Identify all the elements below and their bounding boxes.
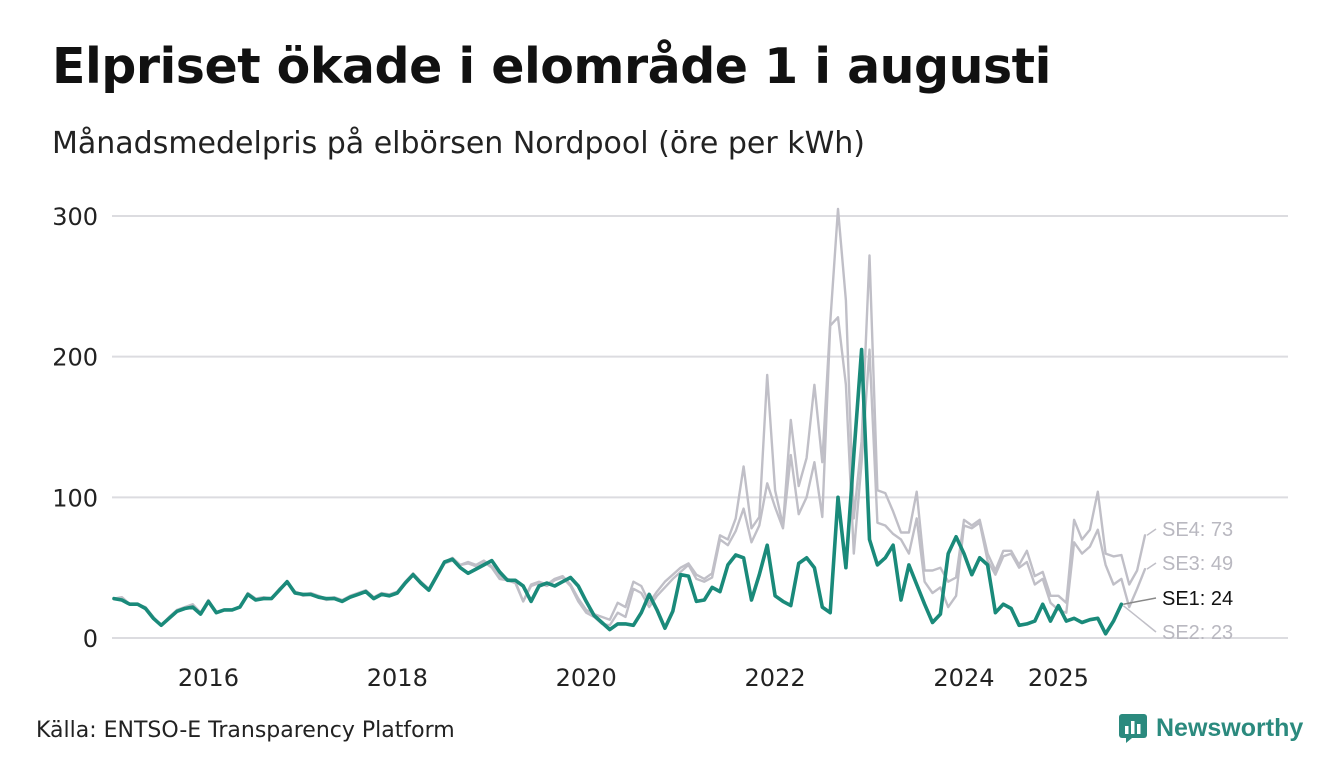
x-tick-label: 2020 <box>556 664 617 692</box>
newsworthy-logo-icon <box>1119 714 1147 743</box>
y-axis: 0 100 200 300 <box>52 203 98 653</box>
series-label-se1: SE1: 24 <box>1162 588 1233 610</box>
chart-subtitle: Månadsmedelpris på elbörsen Nordpool (ör… <box>52 126 865 161</box>
series-line-se2 <box>112 348 1123 635</box>
series-end-labels: SE4: 73 SE3: 49 SE2: 23 SE1: 24 <box>1122 519 1233 644</box>
series-label-se4: SE4: 73 <box>1162 519 1233 541</box>
source-note: Källa: ENTSO-E Transparency Platform <box>36 718 455 743</box>
series-line-se4 <box>112 207 1147 627</box>
brand-name: Newsworthy <box>1156 713 1304 742</box>
x-tick-label: 2018 <box>367 664 428 692</box>
series-label-se3: SE3: 49 <box>1162 553 1233 575</box>
chart-title: Elpriset ökade i elområde 1 i augusti <box>52 38 1051 95</box>
label-leader-se4 <box>1146 528 1157 536</box>
x-tick-label: 2024 <box>933 664 994 692</box>
y-tick-label: 0 <box>83 625 98 653</box>
series-layer <box>112 207 1147 636</box>
grid-layer <box>112 215 1288 639</box>
label-leader-se3 <box>1146 562 1157 570</box>
y-tick-label: 300 <box>52 203 98 231</box>
label-leader-se2 <box>1122 605 1157 633</box>
series-line-se1 <box>112 347 1124 636</box>
x-tick-label: 2016 <box>178 664 239 692</box>
label-leader-se1 <box>1123 597 1157 605</box>
series-label-se2: SE2: 23 <box>1162 622 1233 644</box>
x-tick-label: 2022 <box>745 664 806 692</box>
x-axis: 2016 2018 2020 2022 2024 2025 <box>178 664 1089 692</box>
x-tick-label: 2025 <box>1028 664 1089 692</box>
brand-logo[interactable]: Newsworthy <box>1118 713 1303 743</box>
y-tick-label: 200 <box>52 344 98 372</box>
y-tick-label: 100 <box>52 484 98 512</box>
